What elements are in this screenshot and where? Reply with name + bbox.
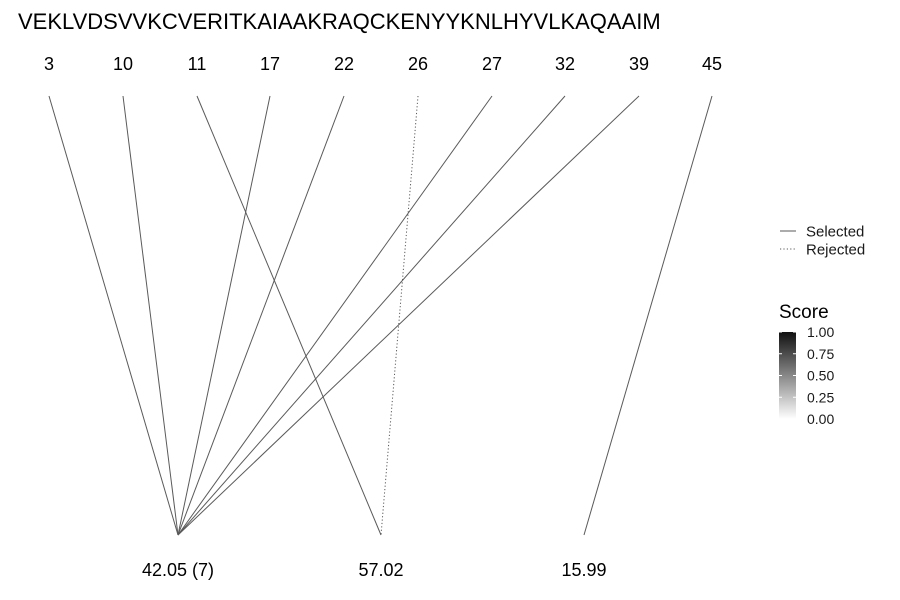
score-tick-label: 0.50	[807, 368, 834, 384]
selected-link-line	[177, 95, 345, 536]
mass-labels: 42.05 (7) 57.02 15.99	[142, 560, 607, 580]
score-tick-label: 0.25	[807, 389, 834, 405]
selected-link-line	[122, 95, 179, 536]
position-label: 22	[334, 54, 354, 74]
score-tick-label: 1.00	[807, 324, 834, 340]
position-label: 26	[408, 54, 428, 74]
selected-link-line	[177, 95, 640, 536]
selected-link-line	[196, 95, 382, 536]
score-legend: Score 1.00 0.75 0.50 0.25 0.00	[779, 302, 834, 427]
position-label: 39	[629, 54, 649, 74]
position-label: 32	[555, 54, 575, 74]
score-ticks: 1.00 0.75 0.50 0.25 0.00	[779, 324, 834, 427]
mass-label: 57.02	[358, 560, 403, 580]
score-tick-label: 0.75	[807, 346, 834, 362]
selected-link-line	[583, 95, 713, 536]
selected-link-line	[177, 95, 566, 536]
linetype-legend: Selected Rejected	[780, 224, 865, 259]
score-tick-label: 0.00	[807, 411, 834, 427]
peptide-sequence: VEKLVDSVVKCVERITKAIAAKRAQCKENYYKNLHYVLKA…	[18, 9, 661, 34]
selected-link-line	[48, 95, 179, 536]
position-label: 45	[702, 54, 722, 74]
selected-legend-label: Selected	[806, 224, 864, 241]
score-colorbar	[779, 332, 796, 419]
score-legend-title: Score	[779, 302, 829, 323]
rejected-legend-label: Rejected	[806, 242, 865, 259]
mass-label: 15.99	[561, 560, 606, 580]
selected-link-line	[177, 95, 271, 536]
rejected-link-line	[380, 95, 419, 536]
position-label: 11	[188, 54, 207, 74]
position-label: 3	[44, 54, 54, 74]
position-labels: 3 10 11 17 22 26 27 32 39 45	[44, 54, 722, 74]
position-label: 10	[113, 54, 133, 74]
selected-link-line	[177, 95, 493, 536]
position-label: 27	[482, 54, 502, 74]
position-label: 17	[260, 54, 280, 74]
mass-label: 42.05 (7)	[142, 560, 214, 580]
assignment-links	[48, 95, 713, 536]
